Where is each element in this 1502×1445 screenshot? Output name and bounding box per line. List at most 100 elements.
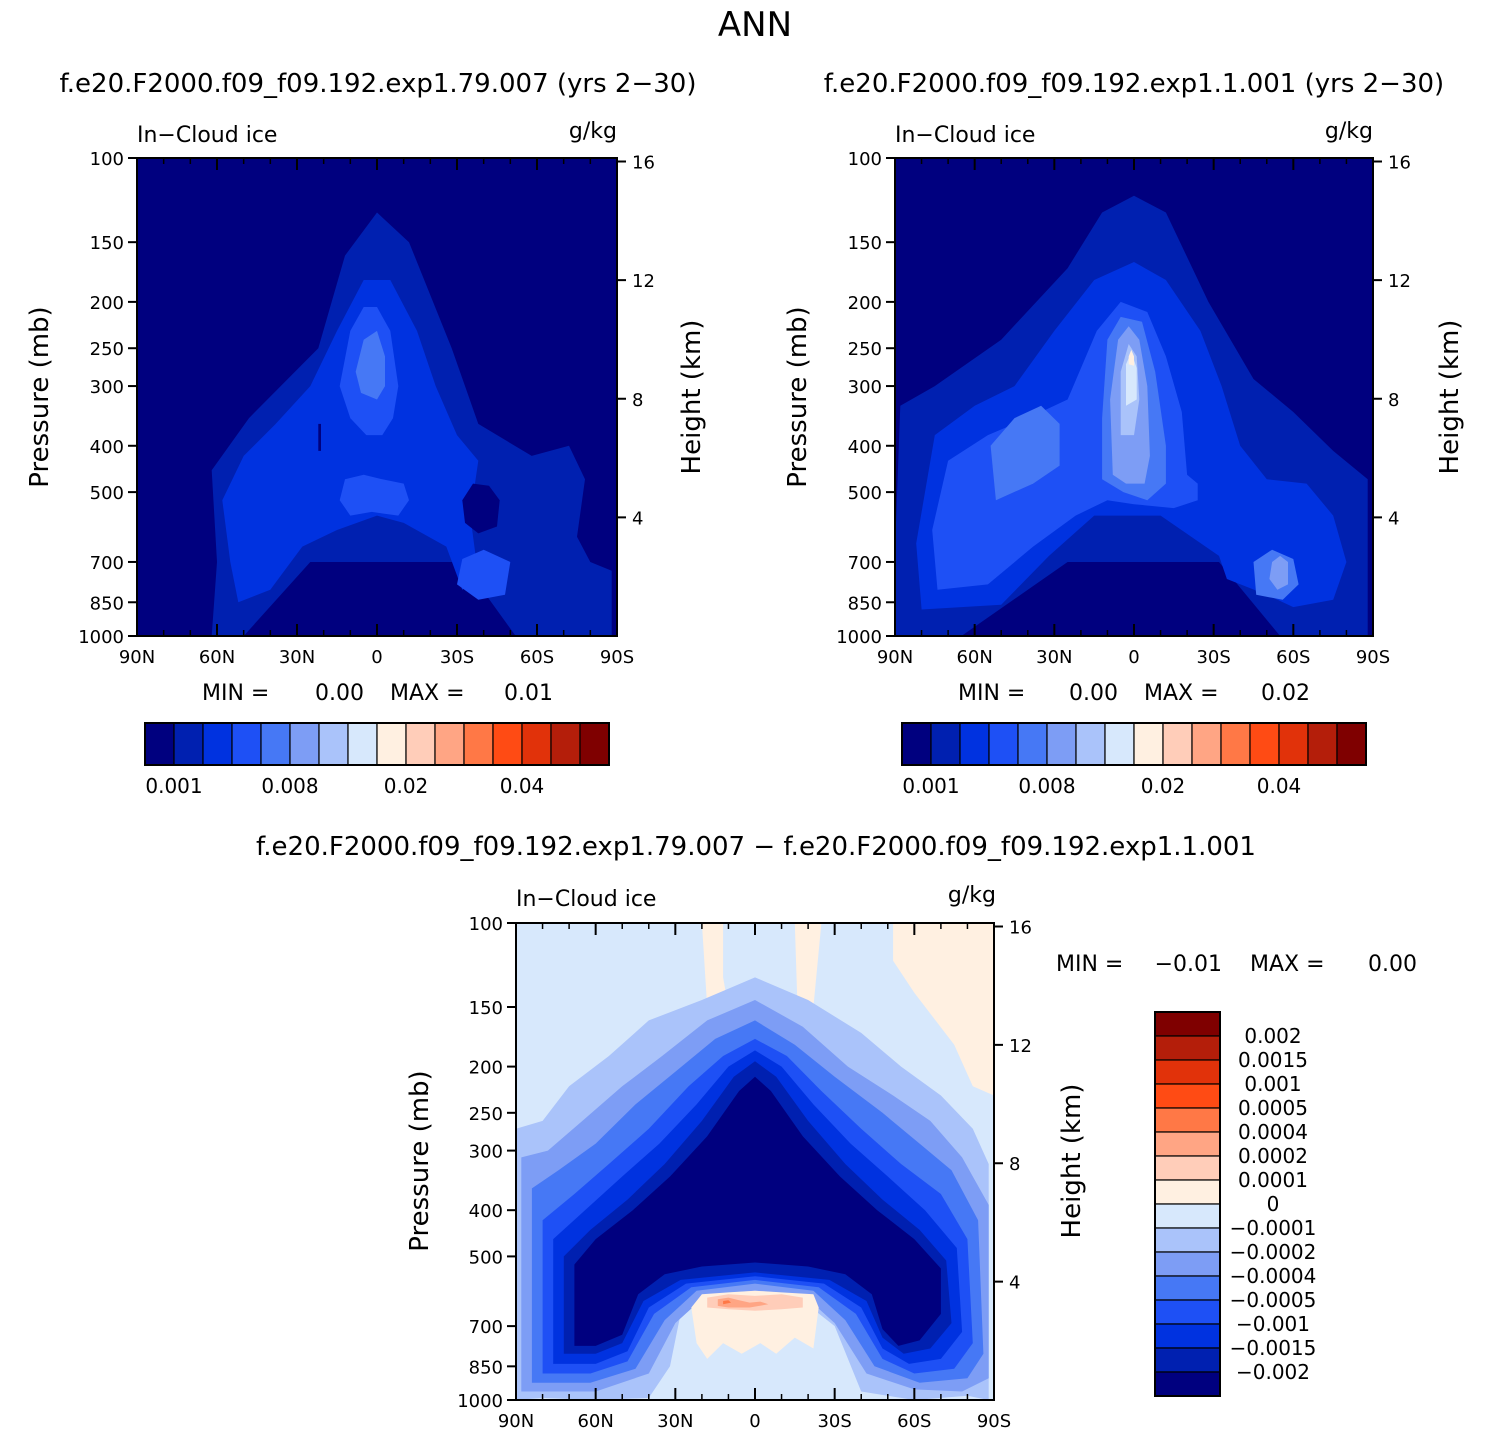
right-x-tick-label: 90S <box>1356 647 1390 668</box>
right-colorbar-swatch <box>1075 722 1106 766</box>
diff-colorbar-swatch <box>1154 1035 1221 1061</box>
right-colorbar-swatch <box>1017 722 1048 766</box>
diff-min-label: MIN = <box>1056 952 1123 977</box>
diff-colorbar-label: −0.001 <box>1236 1312 1310 1336</box>
left-x-tick-label: 60S <box>520 647 554 668</box>
right-x-tick-label: 30N <box>1036 647 1072 668</box>
left-colorbar-swatch <box>260 722 291 766</box>
left-y-tick-label: 300 <box>90 377 124 398</box>
figure-title: ANN <box>718 5 792 45</box>
diff-contour-region <box>893 923 994 1096</box>
right-max-label: MAX = <box>1144 681 1219 706</box>
diff-y2-tick-label: 16 <box>1009 917 1032 938</box>
left-contour-region <box>462 483 500 534</box>
diff-colorbar-label: −0.0004 <box>1230 1264 1317 1288</box>
right-y-tick-label: 850 <box>848 593 882 614</box>
left-max-label: MAX = <box>390 681 465 706</box>
right-y-tick-label: 500 <box>848 483 882 504</box>
left-colorbar-label: 0.04 <box>500 774 545 798</box>
diff-contour-fills <box>516 923 994 1400</box>
left-axes: 90N 60N 30N 0 30S 60S 90S 100 150 200 250 300 400 500… <box>78 149 655 668</box>
diff-y2-axis-label: Height (km) <box>1057 1084 1087 1239</box>
right-contour-region <box>990 405 1060 501</box>
diff-colorbar-label: 0 <box>1267 1192 1280 1216</box>
diff-variable-label: In−Cloud ice <box>516 887 656 912</box>
left-x-tick-label: 30S <box>440 647 474 668</box>
left-colorbar-swatch <box>347 722 378 766</box>
left-y-tick-label: 500 <box>90 483 124 504</box>
left-x-tick-label: 90N <box>119 647 155 668</box>
left-variable-label: In−Cloud ice <box>137 123 277 148</box>
diff-y2-tick-label: 8 <box>1009 1154 1020 1175</box>
diff-colorbar-label: 0.0002 <box>1238 1144 1308 1168</box>
right-colorbar-swatch <box>1104 722 1135 766</box>
right-colorbar-swatch <box>1336 722 1367 766</box>
diff-colorbar-label: 0.0005 <box>1238 1096 1308 1120</box>
left-colorbar-swatch <box>550 722 581 766</box>
left-panel-title: f.e20.F2000.f09_f09.192.exp1.79.007 (yrs… <box>60 69 697 99</box>
left-contour-fills <box>211 212 612 636</box>
diff-colorbar-label: −0.0015 <box>1230 1336 1317 1360</box>
diff-colorbar-swatch <box>1154 1059 1221 1085</box>
left-y-tick-label: 700 <box>90 553 124 574</box>
right-units-label: g/kg <box>1325 119 1373 144</box>
right-contour-fills <box>895 195 1368 636</box>
right-y-tick-label: 300 <box>848 377 882 398</box>
diff-colorbar-label: −0.0002 <box>1230 1240 1317 1264</box>
left-y-tick-label: 200 <box>90 293 124 314</box>
right-y-tick-label: 400 <box>848 437 882 458</box>
left-colorbar-label: 0.02 <box>384 774 429 798</box>
diff-y-tick-label: 300 <box>469 1142 503 1163</box>
diff-y-tick-label: 150 <box>469 998 503 1019</box>
right-colorbar-label: 0.04 <box>1257 774 1302 798</box>
diff-colorbar-swatch <box>1154 1275 1221 1301</box>
diff-colorbar-label: 0.0001 <box>1238 1168 1308 1192</box>
left-colorbar-label: 0.008 <box>261 774 318 798</box>
diff-colorbar-label: 0.0015 <box>1238 1048 1308 1072</box>
diff-x-tick-label: 90N <box>498 1411 534 1432</box>
diff-contour-region <box>723 1300 732 1305</box>
left-y2-tick-label: 12 <box>632 271 655 292</box>
right-x-tick-label: 90N <box>877 647 913 668</box>
diff-colorbar-label: −0.002 <box>1236 1360 1310 1384</box>
diff-y-tick-label: 250 <box>469 1104 503 1125</box>
left-colorbar-swatch <box>173 722 204 766</box>
diff-colorbar-label: −0.0005 <box>1230 1288 1317 1312</box>
left-contour-region <box>339 474 409 516</box>
left-colorbar-swatch <box>318 722 349 766</box>
right-colorbar-swatch <box>1249 722 1280 766</box>
left-contour-region <box>457 549 511 600</box>
diff-y-tick-label: 400 <box>469 1201 503 1222</box>
diff-colorbar-swatch <box>1154 1131 1221 1157</box>
diff-colorbar-label: 0.0004 <box>1238 1120 1308 1144</box>
diff-colorbar-label: 0.001 <box>1244 1072 1301 1096</box>
right-min-label: MIN = <box>958 681 1025 706</box>
left-y-axis-label: Pressure (mb) <box>25 306 55 487</box>
right-colorbar-swatch <box>1220 722 1251 766</box>
left-contour-region <box>222 280 479 603</box>
right-y2-tick-label: 8 <box>1388 390 1399 411</box>
right-variable-label: In−Cloud ice <box>895 123 1035 148</box>
diff-axes: 90N 60N 30N 0 30S 60S 90S 100 150 200 250 300 400 500… <box>457 914 1032 1432</box>
left-min-value: 0.00 <box>315 681 364 706</box>
diff-colorbar-frame <box>1154 1011 1221 1397</box>
right-panel: In−Cloud ice g/kg 90N 60N 30N 0 30S 60S 90S 100… <box>783 119 1465 798</box>
diff-x-tick-label: 90S <box>977 1411 1011 1432</box>
right-colorbar-swatch <box>1162 722 1193 766</box>
diff-y-tick-label: 1000 <box>457 1391 503 1412</box>
left-colorbar-swatch <box>289 722 320 766</box>
right-colorbar-swatch <box>1191 722 1222 766</box>
left-y2-tick-label: 8 <box>632 390 643 411</box>
left-colorbar: 0.001 0.008 0.02 0.04 <box>144 722 610 798</box>
right-x-tick-label: 60S <box>1276 647 1310 668</box>
right-x-tick-label: 0 <box>1128 647 1139 668</box>
diff-colorbar-swatch <box>1154 1251 1221 1277</box>
left-colorbar-swatch <box>434 722 465 766</box>
diff-colorbar-swatch <box>1154 1227 1221 1253</box>
diff-y-tick-label: 100 <box>469 914 503 935</box>
left-y2-tick-label: 4 <box>632 508 643 529</box>
diff-colorbar-swatch <box>1154 1299 1221 1325</box>
diff-colorbar-label: 0.002 <box>1244 1024 1301 1048</box>
left-y-tick-label: 100 <box>90 149 124 170</box>
left-colorbar-swatch <box>376 722 407 766</box>
